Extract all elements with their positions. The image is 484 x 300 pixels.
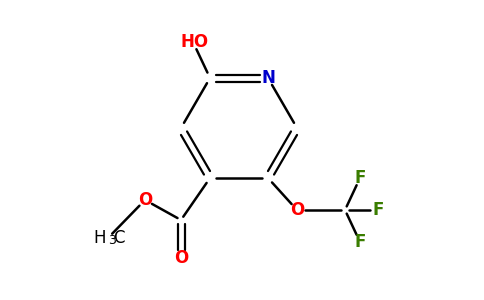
Text: HO: HO <box>181 33 209 51</box>
Text: C: C <box>113 229 125 247</box>
Text: 3: 3 <box>108 233 116 247</box>
Text: F: F <box>354 233 366 251</box>
Text: H: H <box>93 229 106 247</box>
Text: O: O <box>174 249 188 267</box>
Text: O: O <box>290 201 304 219</box>
Text: N: N <box>261 69 275 87</box>
Text: O: O <box>138 191 152 209</box>
Text: F: F <box>354 169 366 187</box>
Text: F: F <box>372 201 384 219</box>
